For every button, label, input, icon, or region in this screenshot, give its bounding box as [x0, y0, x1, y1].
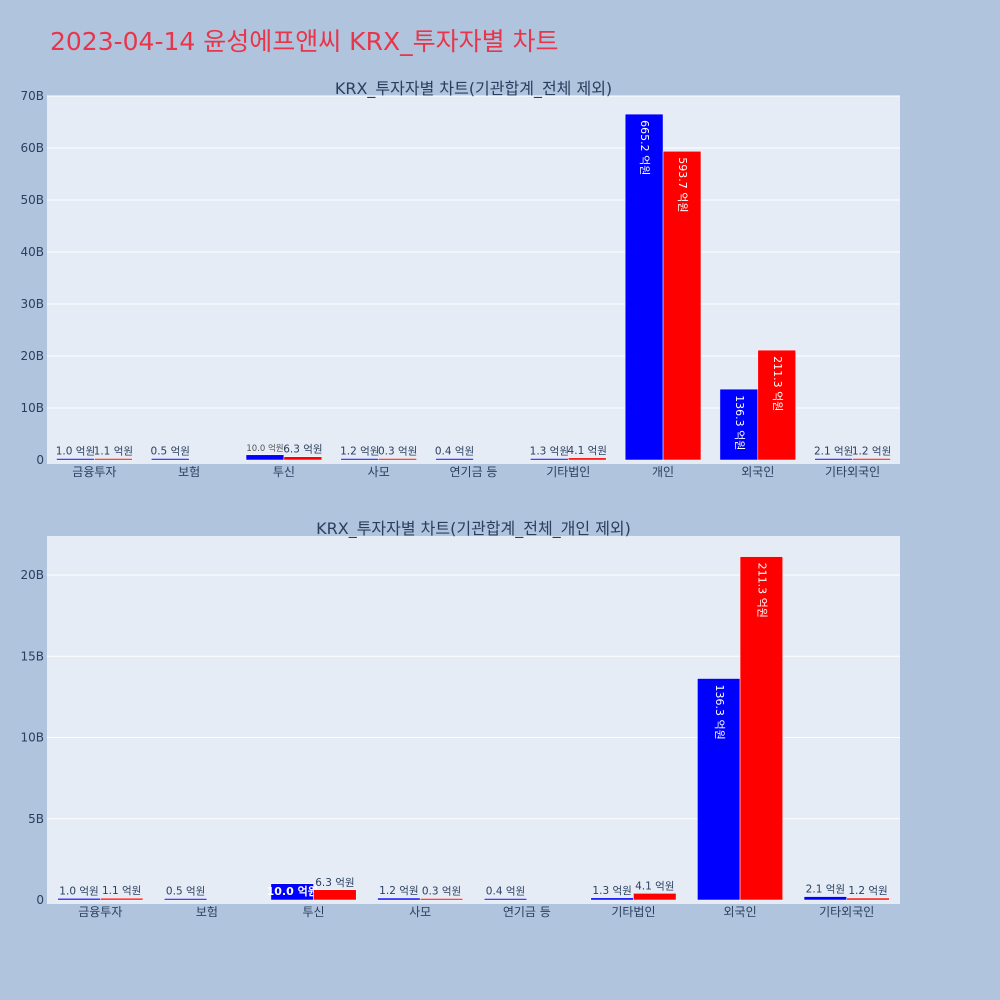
x-tick-label: 사모 [368, 465, 390, 479]
y-tick-label: 30B [20, 297, 44, 311]
data-label: 593.7 억원 [676, 157, 689, 212]
data-label: 665.2 억원 [638, 120, 651, 175]
bar-buy [435, 458, 474, 461]
y-tick-label: 0 [36, 453, 44, 467]
chart-title: KRX_투자자별 차트(기관합계_전체 제외) [335, 79, 612, 99]
x-tick-label: 외국인 [741, 465, 774, 479]
bar-sell [757, 349, 796, 461]
data-label: 6.3 억원 [315, 877, 354, 889]
bar-buy [624, 113, 664, 461]
x-tick-label: 사모 [409, 905, 431, 919]
data-label: 0.4 억원 [486, 886, 525, 898]
bar-buy [151, 458, 190, 461]
y-tick-label: 5B [28, 812, 44, 826]
bar-buy [803, 896, 847, 901]
bar-buy [164, 898, 208, 901]
data-label: 1.1 억원 [102, 885, 141, 897]
x-tick-label: 개인 [652, 465, 674, 479]
bar-buy [57, 898, 101, 901]
data-label: 1.1 억원 [94, 446, 133, 458]
y-tick-label: 70B [20, 89, 44, 103]
x-tick-label: 연기금 등 [450, 465, 498, 479]
data-label: 1.0 억원 [59, 885, 98, 897]
x-tick-label: 투신 [303, 905, 325, 919]
bar-buy [483, 898, 528, 901]
data-label: 0.4 억원 [435, 446, 474, 458]
x-tick-label: 외국인 [724, 905, 757, 919]
data-label: 0.3 억원 [378, 446, 417, 458]
bar-buy [697, 678, 741, 901]
x-tick-label: 금융투자 [78, 905, 122, 919]
data-label: 2.1 억원 [814, 446, 853, 458]
x-tick-label: 투신 [273, 465, 295, 479]
y-tick-label: 60B [20, 141, 44, 155]
bar-sell [313, 889, 357, 901]
data-label: 1.3 억원 [592, 885, 631, 897]
data-label: 1.0 억원 [56, 446, 95, 458]
data-label: 136.3 억원 [713, 685, 726, 740]
chart-title: KRX_투자자별 차트(기관합계_전체_개인 제외) [316, 519, 631, 539]
y-tick-label: 50B [20, 193, 44, 207]
data-label: 136.3 억원 [733, 395, 746, 450]
y-tick-label: 40B [20, 245, 44, 259]
bar-sell [378, 458, 417, 461]
data-label: 10.0 억원 [246, 443, 283, 454]
bar-sell [846, 897, 890, 901]
y-tick-label: 15B [20, 649, 44, 663]
data-label: 10.0 억원 [267, 884, 318, 898]
bar-sell [739, 556, 783, 901]
y-tick-label: 20B [20, 568, 44, 582]
data-label: 1.2 억원 [852, 446, 891, 458]
bar-buy [590, 897, 634, 901]
bar-buy [377, 897, 421, 901]
x-tick-label: 기타외국인 [825, 465, 880, 479]
investor-chart-1: 0 10B 20B 30B 40B 50B 60B 70B KRX_투자자별 차트(기관합계_전… [20, 79, 900, 479]
data-label: 1.2 억원 [848, 885, 887, 897]
bar-sell [283, 456, 323, 461]
bar-sell [633, 893, 677, 901]
bar-sell [568, 457, 607, 461]
data-label: 4.1 억원 [568, 445, 607, 457]
x-tick-label: 기타외국인 [819, 905, 874, 919]
y-tick-label: 10B [20, 731, 44, 745]
y-tick-label: 10B [20, 401, 44, 415]
data-label: 0.5 억원 [151, 446, 190, 458]
x-tick-label: 보험 [196, 905, 218, 919]
data-label: 211.3 억원 [771, 356, 784, 411]
x-tick-label: 연기금 등 [503, 905, 551, 919]
x-tick-label: 기타법인 [611, 905, 655, 919]
page-title: 2023-04-14 윤성에프앤씨 KRX_투자자별 차트 [50, 27, 559, 56]
bar-sell [419, 898, 464, 901]
data-label: 211.3 억원 [755, 563, 768, 618]
data-label: 4.1 억원 [635, 880, 674, 892]
data-label: 2.1 억원 [806, 884, 845, 896]
x-tick-label: 기타법인 [546, 465, 590, 479]
data-label: 1.2 억원 [340, 446, 379, 458]
y-tick-label: 0 [36, 893, 44, 907]
x-tick-label: 금융투자 [72, 465, 116, 479]
data-label: 0.3 억원 [422, 886, 461, 898]
data-label: 6.3 억원 [283, 444, 322, 456]
bar-sell [100, 897, 144, 901]
data-label: 0.5 억원 [166, 886, 205, 898]
data-label: 1.3 억원 [530, 446, 569, 458]
y-tick-label: 20B [20, 349, 44, 363]
x-tick-label: 보험 [178, 465, 200, 479]
bar-sell [662, 151, 702, 461]
bar-sell [852, 458, 891, 461]
data-label: 1.2 억원 [379, 885, 418, 897]
bar-sell [94, 458, 133, 461]
